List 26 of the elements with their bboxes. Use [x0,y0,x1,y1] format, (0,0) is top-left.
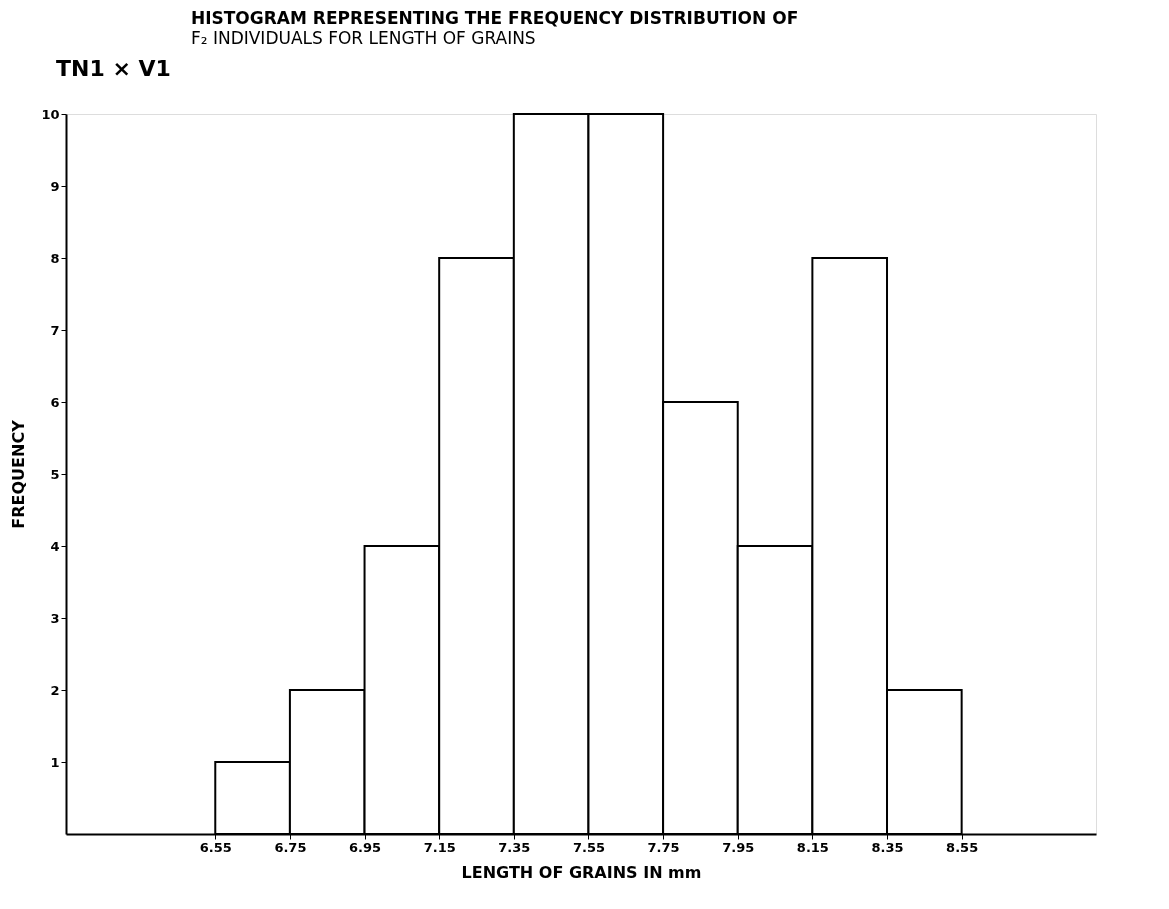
x-tick-label: 7.55 [572,839,605,855]
y-axis-title: FREQUENCY [9,419,29,529]
x-tick-label: 7.35 [498,839,531,855]
y-tick-label: 2 [50,682,60,698]
x-tick-label: 8.55 [946,839,979,855]
chart-title: HISTOGRAM REPRESENTING THE FREQUENCY DISTRIBUTION OF [190,8,799,28]
y-tick-label: 8 [50,250,60,266]
y-tick-label: 4 [50,538,60,554]
x-tick-label: 7.15 [423,839,456,855]
y-tick-label: 1 [50,754,60,770]
y-tick-label: 10 [41,106,60,122]
x-tick-label: 6.55 [199,839,232,855]
y-tick-label: 6 [50,394,60,410]
y-tick-label: 3 [50,610,60,626]
x-tick-label: 6.95 [349,839,382,855]
y-tick-label: 9 [50,178,60,194]
text: TN1 × V1 [56,56,171,81]
x-tick-label: 7.75 [647,839,680,855]
y-tick-label: 7 [50,322,60,338]
x-tick-label: 8.15 [796,839,829,855]
y-tick-label: 5 [50,466,60,482]
x-tick-label: 8.35 [871,839,904,855]
chart-subtitle: F₂ INDIVIDUALS FOR LENGTH OF GRAINS [190,28,536,48]
x-axis-title: LENGTH OF GRAINS IN mm [461,862,702,882]
x-tick-label: 6.75 [274,839,307,855]
x-tick-label: 7.95 [722,839,755,855]
